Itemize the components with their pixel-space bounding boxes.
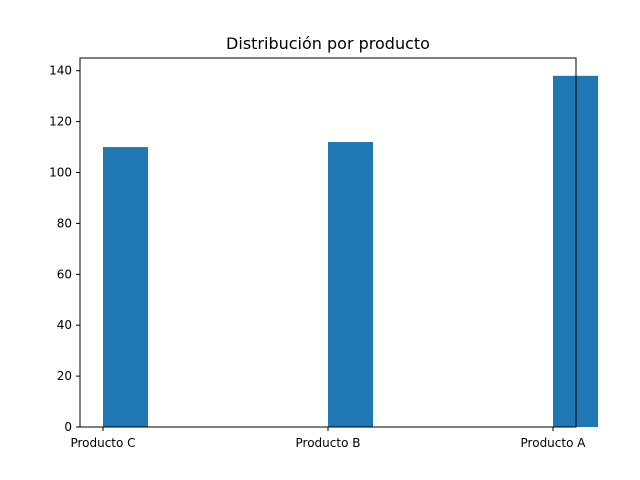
y-tick-label: 140 <box>49 64 72 78</box>
x-tick-label: Producto A <box>521 436 587 450</box>
y-tick-label: 20 <box>57 369 72 383</box>
y-tick-label: 100 <box>49 166 72 180</box>
x-tick-label: Producto C <box>70 436 135 450</box>
plot-frame <box>79 57 577 428</box>
y-tick-label: 60 <box>57 267 72 281</box>
y-tick-label: 40 <box>57 318 72 332</box>
bar-producto-b <box>328 141 373 427</box>
y-tick-label: 80 <box>57 216 72 230</box>
y-tick-label: 120 <box>49 115 72 129</box>
y-tick-label: 0 <box>64 420 72 434</box>
x-tick-label: Producto B <box>296 436 361 450</box>
chart-title: Distribución por producto <box>226 34 430 53</box>
y-axis: 0 20 40 60 80 100 120 140 <box>49 64 80 434</box>
x-axis: Producto C Producto B Producto A <box>70 427 586 450</box>
bar-producto-c <box>103 147 148 427</box>
bars-group <box>103 75 598 428</box>
